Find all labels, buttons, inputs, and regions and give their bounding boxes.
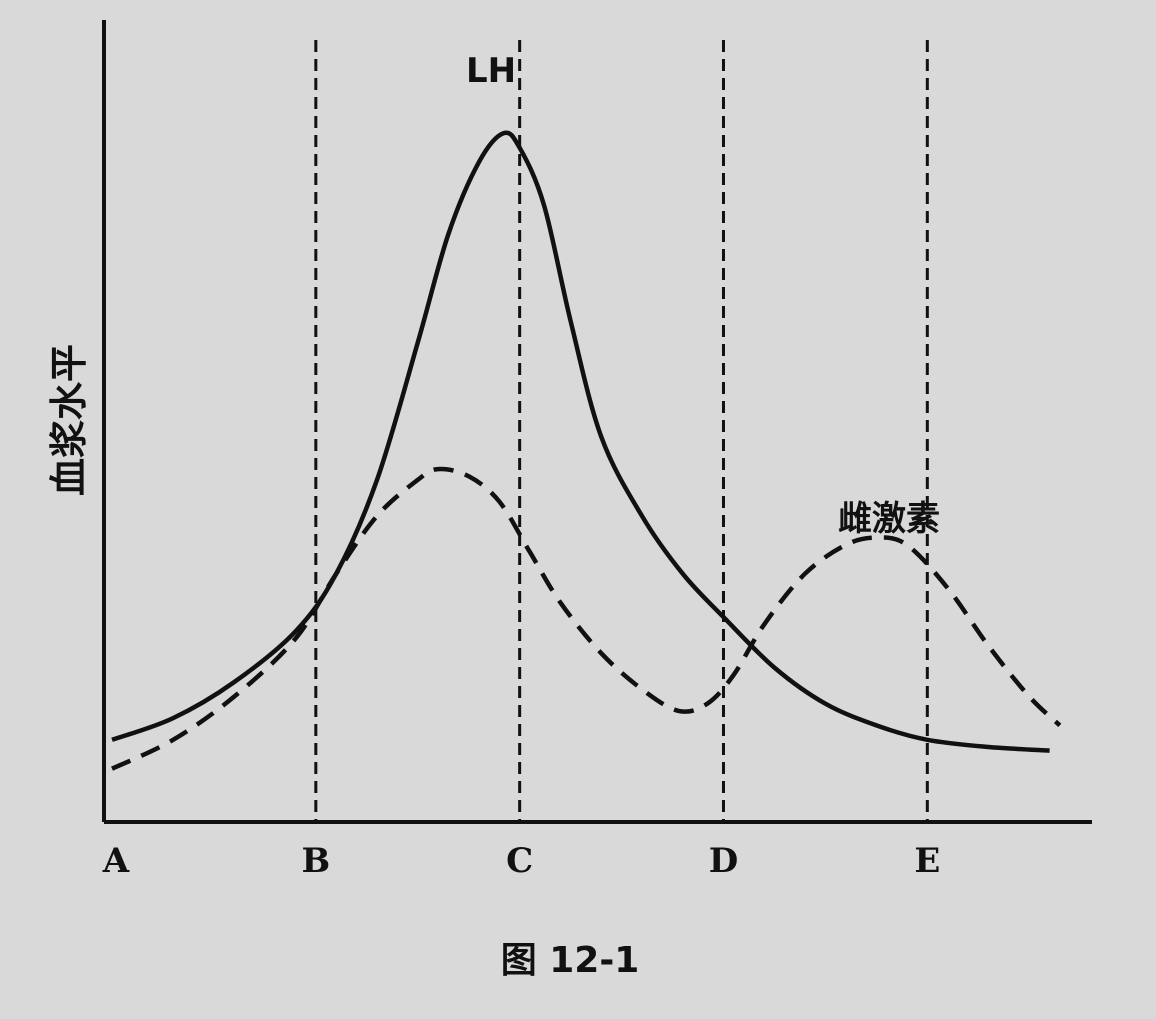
axes <box>102 20 1092 824</box>
x-tick-c: C <box>506 841 533 881</box>
x-tick-e: E <box>914 841 940 881</box>
estrogen-curve <box>111 466 1062 771</box>
series-layer <box>111 130 1062 771</box>
x-tick-labels: A B C D E <box>102 841 940 881</box>
x-tick-b: B <box>301 841 330 881</box>
estrogen-series-label: 雌激素 <box>838 499 940 539</box>
lh-series-label: LH <box>466 51 516 91</box>
guide-lines <box>314 40 929 822</box>
lh-curve <box>111 130 1050 753</box>
y-axis-label: 血浆水平 <box>47 344 91 496</box>
x-tick-a: A <box>102 841 130 881</box>
x-tick-d: D <box>709 841 738 881</box>
figure-caption: 图 12-1 <box>501 940 640 981</box>
